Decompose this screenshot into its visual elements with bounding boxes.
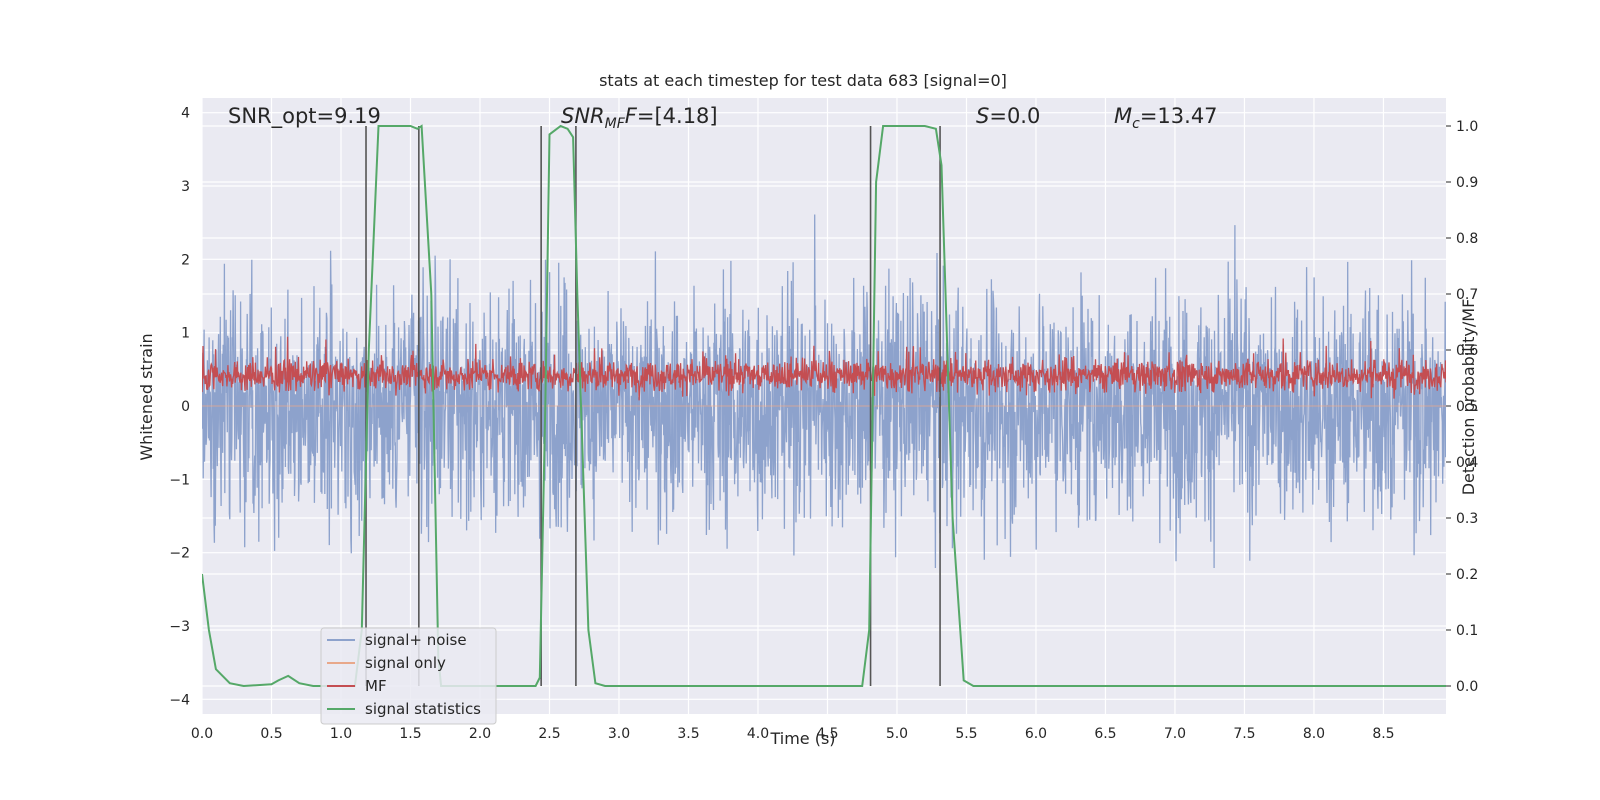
x-tick-label: 1.0 — [330, 726, 352, 742]
snr-mf-rest: =[4.18] — [637, 104, 718, 128]
y-left-tick-label: −3 — [169, 619, 190, 635]
signal-statistics-line — [202, 124, 1446, 688]
y-left-tick-label: 4 — [181, 106, 190, 122]
annotation-mc: Mc=13.47 — [1114, 104, 1218, 132]
y-left-tick-label: 2 — [181, 252, 190, 268]
y-left-axis-ticks: 4 3 2 1 0 −1 −2 −3 −4 — [169, 106, 190, 709]
y-right-tick-label: 0.0 — [1456, 679, 1478, 695]
mc-main: M — [1114, 104, 1132, 128]
chart-title: stats at each timestep for test data 683… — [599, 71, 1007, 90]
x-tick-label: 1.5 — [399, 726, 421, 742]
x-tick-label: 0.5 — [260, 726, 282, 742]
x-tick-label: 3.5 — [677, 726, 699, 742]
s-main: S — [976, 104, 989, 128]
x-tick-label: 2.0 — [469, 726, 491, 742]
x-tick-label: 7.5 — [1233, 726, 1255, 742]
snr-mf-sub: MF — [605, 116, 626, 132]
y-right-tick-label: 0.8 — [1456, 231, 1478, 247]
annotation-snr-mf: SNRMFF=[4.18] — [561, 104, 718, 132]
x-tick-label: 7.0 — [1164, 726, 1186, 742]
y-right-tick-label: 0.5 — [1456, 399, 1478, 415]
y-right-tick-label: 0.9 — [1456, 175, 1478, 191]
y-left-tick-label: −4 — [169, 692, 190, 708]
signal-statistics-series — [202, 124, 1446, 688]
x-tick-label: 6.0 — [1025, 726, 1047, 742]
y-right-axis-ticks: 1.0 0.9 0.8 0.7 0.6 0.5 0.4 0.3 0.2 0.1 0.0 — [1446, 119, 1478, 695]
y-left-tick-label: 3 — [181, 179, 190, 195]
y-right-axis-label: Detection probability/MF — [1459, 299, 1478, 496]
x-tick-label: 8.5 — [1372, 726, 1394, 742]
snr-mf-f: F — [625, 104, 638, 128]
x-tick-label: 5.5 — [955, 726, 977, 742]
y-left-tick-label: −2 — [169, 546, 190, 562]
x-axis-ticks: 0.0 0.5 1.0 1.5 2.0 2.5 3.0 3.5 4.0 4.5 5.0 5.5 6.0 6… — [191, 726, 1395, 742]
legend-label-signal-only: signal only — [365, 654, 446, 672]
legend-label-signal-statistics: signal statistics — [365, 700, 481, 718]
x-tick-label: 3.0 — [608, 726, 630, 742]
mc-sub: c — [1132, 116, 1140, 132]
signal-noise-line — [202, 214, 1446, 569]
x-tick-label: 2.5 — [538, 726, 560, 742]
x-tick-label: 8.0 — [1303, 726, 1325, 742]
x-tick-label: 6.5 — [1094, 726, 1116, 742]
annotation-snr-opt: SNR_opt=9.19 — [228, 104, 381, 129]
y-left-tick-label: −1 — [169, 472, 190, 488]
mc-rest: =13.47 — [1140, 104, 1218, 128]
snr-mf-main: SNR — [561, 104, 605, 128]
legend-label-mf: MF — [365, 677, 387, 695]
y-right-tick-label: 0.7 — [1456, 287, 1478, 303]
x-axis-label: Time (s) — [769, 729, 835, 748]
y-left-tick-label: 1 — [181, 326, 190, 342]
y-right-tick-label: 1.0 — [1456, 119, 1478, 135]
x-tick-label: 4.0 — [747, 726, 769, 742]
y-right-tick-label: 0.2 — [1456, 567, 1478, 583]
mf-series — [202, 336, 1446, 401]
y-right-tick-label: 0.3 — [1456, 511, 1478, 527]
signal-noise-series — [202, 214, 1446, 569]
y-left-axis-label: Whitened strain — [137, 333, 156, 460]
annotation-s: S=0.0 — [976, 104, 1040, 128]
legend-label-signal-noise: signal+ noise — [365, 631, 467, 649]
y-left-tick-label: 0 — [181, 399, 190, 415]
y-right-tick-label: 0.1 — [1456, 623, 1478, 639]
y-right-tick-label: 0.6 — [1456, 343, 1478, 359]
mf-line — [202, 336, 1446, 401]
x-tick-label: 0.0 — [191, 726, 213, 742]
x-tick-label: 5.0 — [886, 726, 908, 742]
legend: signal+ noise signal only MF signal stat… — [320, 627, 497, 725]
legend-box — [320, 627, 497, 725]
y-right-tick-label: 0.4 — [1456, 455, 1478, 471]
s-rest: =0.0 — [989, 104, 1040, 128]
x-tick-label: 4.5 — [816, 726, 838, 742]
